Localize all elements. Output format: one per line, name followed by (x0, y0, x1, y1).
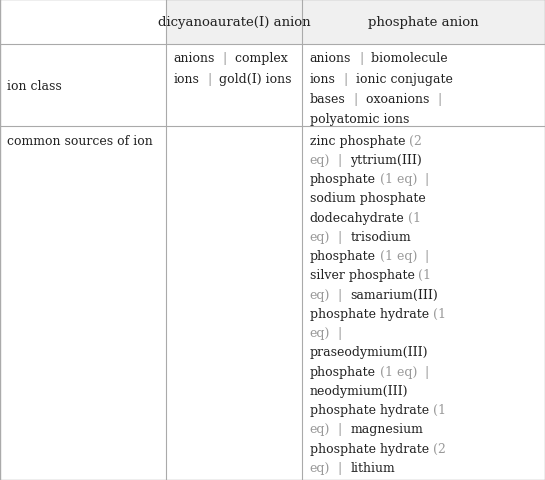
Text: oxoanions: oxoanions (358, 93, 429, 106)
Text: |: | (417, 365, 429, 378)
Text: magnesium: magnesium (350, 422, 423, 435)
Text: |: | (417, 173, 429, 186)
Text: ions: ions (310, 72, 335, 85)
Text: samarium(III): samarium(III) (350, 288, 438, 301)
Text: phosphate: phosphate (310, 365, 376, 378)
Text: |: | (343, 72, 348, 85)
Text: dodecahydrate: dodecahydrate (310, 211, 404, 224)
Text: phosphate hydrate: phosphate hydrate (310, 403, 429, 416)
Text: zinc phosphate: zinc phosphate (310, 134, 405, 147)
Text: (1 eq): (1 eq) (379, 173, 417, 186)
Text: |: | (330, 461, 350, 474)
Bar (166, 0, 545, 45)
Text: dicyanoaurate(I) anion: dicyanoaurate(I) anion (158, 16, 311, 29)
Text: eq): eq) (310, 230, 330, 243)
Text: |: | (437, 93, 441, 106)
Text: polyatomic ions: polyatomic ions (310, 113, 409, 126)
Text: phosphate: phosphate (310, 250, 376, 263)
Text: (1 eq): (1 eq) (379, 365, 417, 378)
Text: phosphate hydrate: phosphate hydrate (310, 442, 429, 455)
Text: |: | (359, 52, 363, 65)
Text: ions: ions (173, 72, 199, 85)
Text: ionic conjugate: ionic conjugate (348, 72, 452, 85)
Text: eq): eq) (310, 422, 330, 435)
Text: lithium: lithium (350, 461, 395, 474)
Text: eq): eq) (310, 461, 330, 474)
Text: (1: (1 (408, 211, 421, 224)
Text: biomolecule: biomolecule (363, 52, 448, 65)
Text: yttrium(III): yttrium(III) (350, 154, 422, 167)
Text: (1: (1 (433, 307, 446, 320)
Text: phosphate hydrate: phosphate hydrate (310, 307, 429, 320)
Text: |: | (330, 230, 350, 243)
Text: common sources of ion: common sources of ion (7, 134, 153, 147)
Text: eq): eq) (310, 326, 330, 339)
Text: ion class: ion class (7, 80, 62, 93)
Text: |: | (223, 52, 227, 65)
Text: (1: (1 (433, 403, 446, 416)
Text: praseodymium(III): praseodymium(III) (310, 346, 428, 359)
Text: (1 eq): (1 eq) (379, 250, 417, 263)
Text: |: | (330, 326, 342, 339)
Text: silver phosphate: silver phosphate (310, 269, 414, 282)
Text: (1: (1 (419, 269, 432, 282)
Text: phosphate: phosphate (310, 173, 376, 186)
Text: |: | (353, 93, 358, 106)
Text: bases: bases (310, 93, 346, 106)
Text: |: | (330, 422, 350, 435)
Text: |: | (330, 288, 350, 301)
Text: eq): eq) (310, 154, 330, 167)
Text: eq): eq) (310, 288, 330, 301)
Text: (2: (2 (409, 134, 422, 147)
Text: (2: (2 (433, 442, 446, 455)
Text: |: | (417, 250, 429, 263)
Text: |: | (207, 72, 211, 85)
Text: |: | (330, 154, 350, 167)
Text: trisodium: trisodium (350, 230, 411, 243)
Text: anions: anions (173, 52, 215, 65)
Text: neodymium(III): neodymium(III) (310, 384, 408, 397)
Text: sodium phosphate: sodium phosphate (310, 192, 425, 205)
Text: complex: complex (227, 52, 288, 65)
Text: phosphate anion: phosphate anion (368, 16, 479, 29)
Text: anions: anions (310, 52, 351, 65)
Text: gold(I) ions: gold(I) ions (211, 72, 292, 85)
